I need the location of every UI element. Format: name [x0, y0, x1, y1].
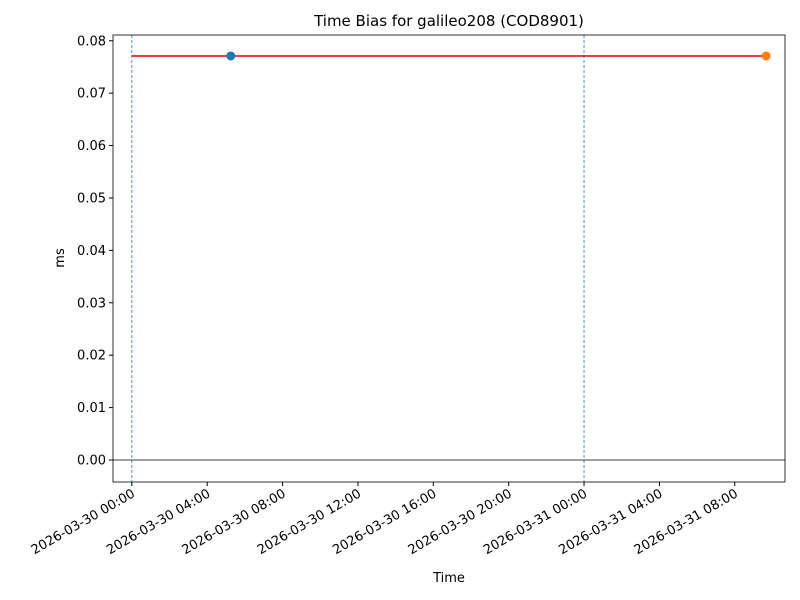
y-tick-label: 0.04 — [77, 244, 106, 259]
x-axis-label: Time — [432, 571, 465, 586]
y-tick-label: 0.02 — [77, 349, 106, 364]
chart-title: Time Bias for galileo208 (COD8901) — [313, 12, 584, 30]
y-tick-label: 0.07 — [77, 87, 106, 102]
y-tick-label: 0.03 — [77, 296, 106, 311]
y-axis-label: ms — [53, 248, 68, 268]
plot-frame — [112, 34, 786, 483]
y-tick-label: 0.05 — [77, 191, 106, 206]
data-point — [761, 51, 771, 61]
y-tick-label: 0.08 — [77, 34, 106, 49]
y-tick-label: 0.06 — [77, 139, 106, 154]
y-tick-label: 0.00 — [77, 453, 106, 468]
y-tick-label: 0.01 — [77, 401, 106, 416]
data-point — [226, 51, 236, 61]
